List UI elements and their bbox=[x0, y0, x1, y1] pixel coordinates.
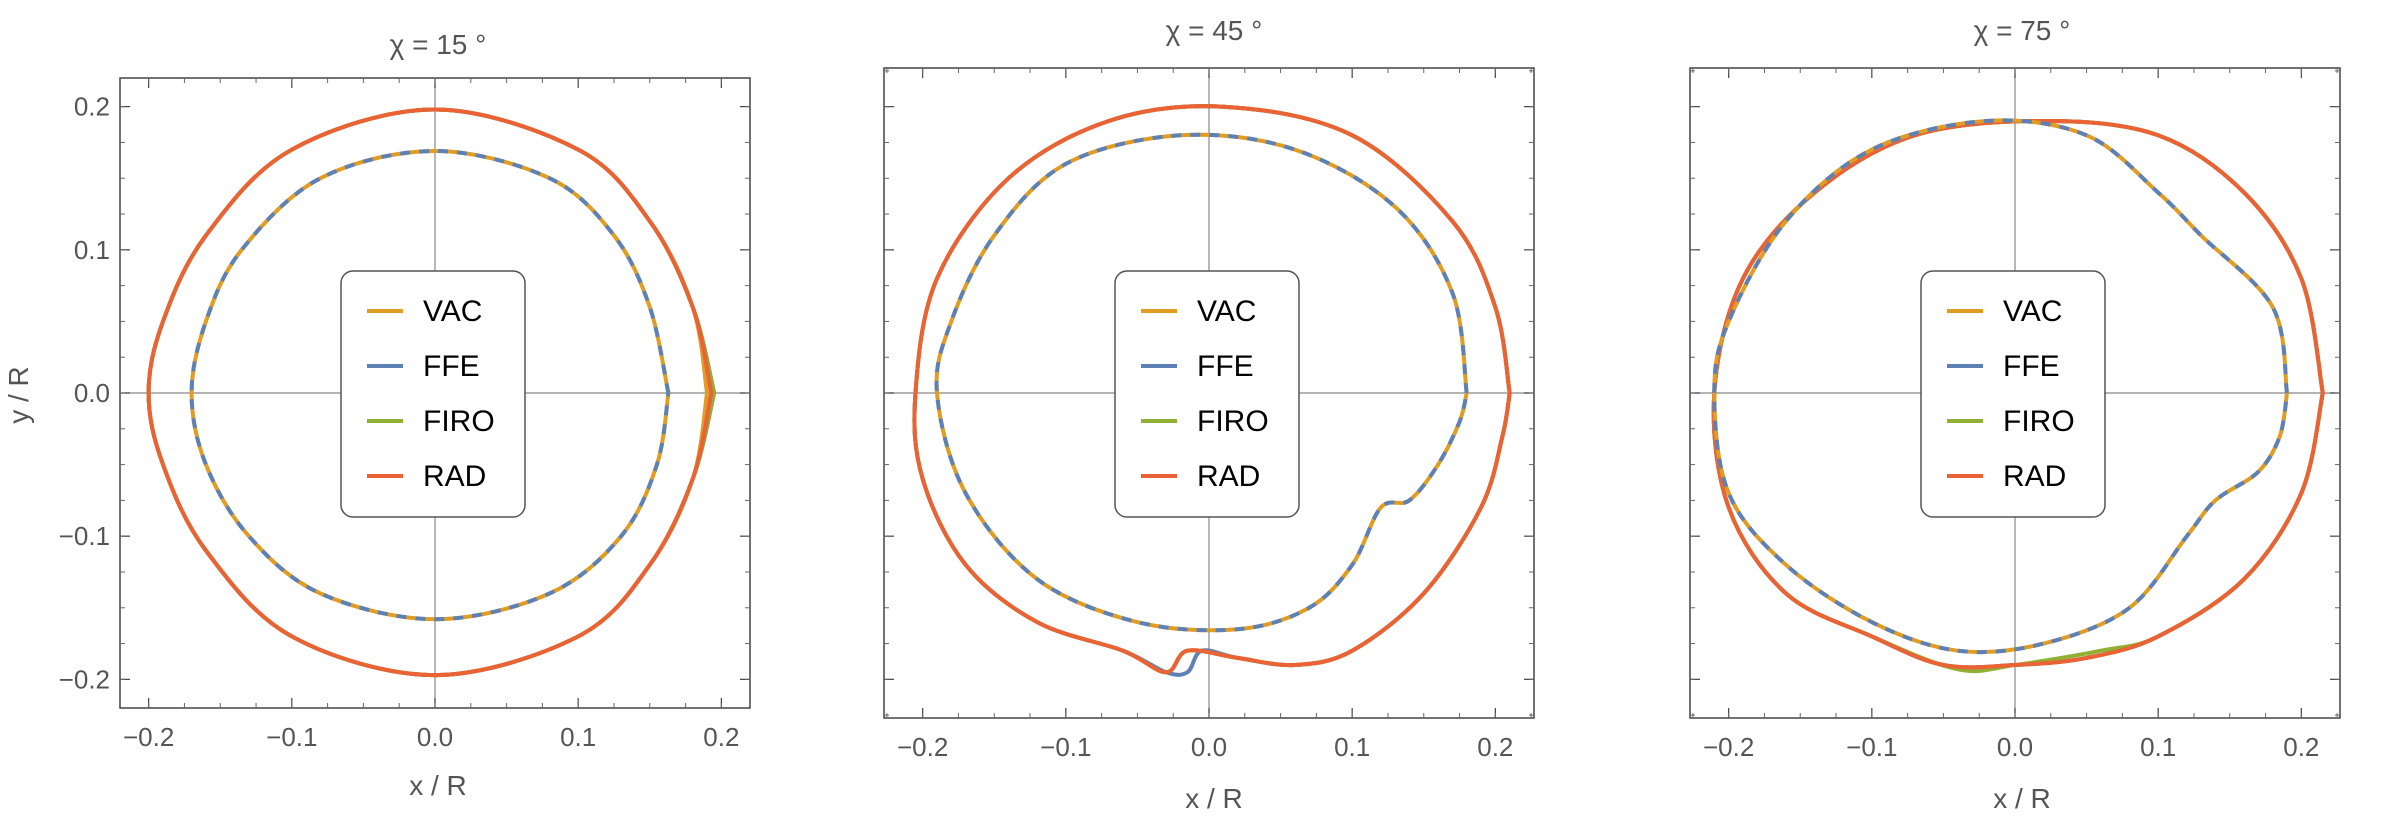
series-line-rad-outer bbox=[146, 107, 714, 678]
series-line-rad-outer bbox=[912, 104, 1512, 675]
panel-title: χ = 15 ° bbox=[390, 29, 487, 60]
x-tick-label: 0.0 bbox=[417, 722, 453, 752]
x-tick-label: −0.2 bbox=[1703, 732, 1754, 762]
y-tick-label: −0.2 bbox=[59, 664, 110, 694]
panel-chi-45: χ = 45 ° x / R −0.2 −0.1 0.0 0.1 0.2 VAC FFE FI… bbox=[883, 15, 1535, 814]
x-tick-label: 0.1 bbox=[2140, 732, 2176, 762]
legend-label-firo: FIRO bbox=[2003, 405, 2075, 438]
x-tick-label: 0.0 bbox=[1191, 732, 1227, 762]
x-tick-label: −0.1 bbox=[1846, 732, 1897, 762]
y-axis-label: y / R bbox=[3, 366, 34, 424]
legend-label-ffe: FFE bbox=[1197, 350, 1254, 383]
x-tick-label: −0.1 bbox=[266, 722, 317, 752]
legend-label-rad: RAD bbox=[1197, 460, 1260, 493]
y-tick-label: 0.1 bbox=[74, 235, 110, 265]
legend-label-firo: FIRO bbox=[1197, 405, 1269, 438]
legend-label-rad: RAD bbox=[2003, 460, 2066, 493]
panel-title: χ = 75 ° bbox=[1974, 15, 2071, 46]
x-tick-label: 0.2 bbox=[2283, 732, 2319, 762]
x-tick-label: 0.1 bbox=[560, 722, 596, 752]
x-axis-label: x / R bbox=[409, 770, 467, 801]
panel-chi-15: χ = 15 ° x / R y / R −0.2 −0.1 0.0 0.1 0.2 −0… bbox=[3, 29, 751, 801]
x-axis-label: x / R bbox=[1993, 783, 2051, 814]
legend-label-rad: RAD bbox=[423, 460, 486, 493]
x-tick-label: 0.0 bbox=[1997, 732, 2033, 762]
legend-label-vac: VAC bbox=[2003, 295, 2062, 328]
legend-box bbox=[1114, 270, 1300, 518]
legend-label-ffe: FFE bbox=[423, 350, 480, 383]
series-line-rad-outer bbox=[1711, 119, 2325, 670]
x-axis-label: x / R bbox=[1185, 783, 1243, 814]
x-tick-label: −0.2 bbox=[123, 722, 174, 752]
x-tick-label: 0.1 bbox=[1334, 732, 1370, 762]
legend-box bbox=[1920, 270, 2106, 518]
x-tick-label: 0.2 bbox=[703, 722, 739, 752]
panel-title: χ = 45 ° bbox=[1166, 15, 1263, 46]
legend-label-vac: VAC bbox=[1197, 295, 1256, 328]
legend-label-ffe: FFE bbox=[2003, 350, 2060, 383]
y-tick-label: −0.1 bbox=[59, 521, 110, 551]
series-line-ffe-inner-dashed bbox=[1712, 118, 2289, 655]
x-tick-label: 0.2 bbox=[1477, 732, 1513, 762]
legend-box bbox=[340, 270, 526, 518]
y-tick-label: 0.2 bbox=[74, 92, 110, 122]
x-tick-label: −0.1 bbox=[1040, 732, 1091, 762]
legend-label-firo: FIRO bbox=[423, 405, 495, 438]
x-tick-label: −0.2 bbox=[897, 732, 948, 762]
y-tick-label: 0.0 bbox=[74, 378, 110, 408]
legend-label-vac: VAC bbox=[423, 295, 482, 328]
series-line-ffe-inner-dashed bbox=[189, 149, 671, 622]
series-line-ffe-inner-dashed bbox=[934, 132, 1469, 633]
panel-chi-75: χ = 75 ° x / R −0.2 −0.1 0.0 0.1 0.2 VAC FFE FI… bbox=[1689, 15, 2341, 814]
